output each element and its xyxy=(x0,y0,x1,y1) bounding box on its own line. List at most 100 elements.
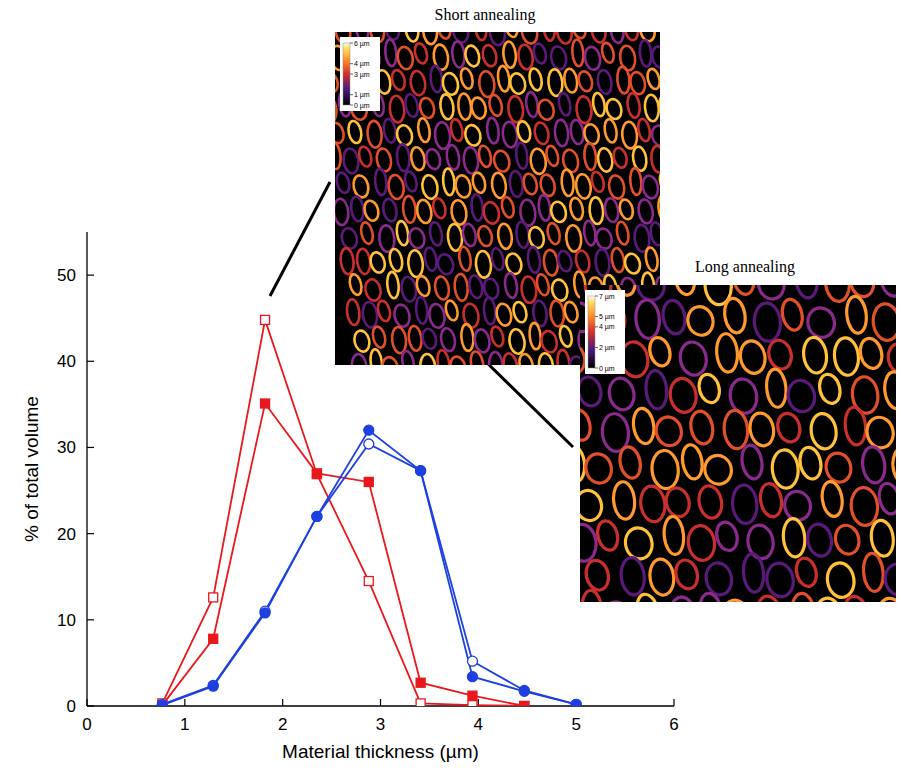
inset-cell xyxy=(753,302,782,342)
inset-cell xyxy=(388,248,404,272)
inset-cell xyxy=(556,250,573,273)
inset-cell xyxy=(468,274,485,299)
data-point xyxy=(416,678,425,687)
inset-cell xyxy=(662,516,685,556)
inset-cell xyxy=(436,349,451,365)
y-tick-label: 40 xyxy=(57,352,76,371)
inset-cell xyxy=(502,352,519,365)
inset-cell xyxy=(486,117,500,144)
data-point xyxy=(260,608,270,618)
data-point xyxy=(364,425,374,435)
inset-cell xyxy=(433,275,450,300)
inset-cell xyxy=(580,408,593,442)
inset-cell xyxy=(864,415,896,451)
inset-cell xyxy=(448,355,467,365)
inset-cell xyxy=(352,174,371,199)
inset-cell xyxy=(649,221,660,246)
colorbar-label: 0 µm xyxy=(354,102,370,110)
inset-cell xyxy=(891,446,896,485)
inset-cell xyxy=(740,444,765,481)
inset-cell xyxy=(459,67,475,90)
inset-cell xyxy=(542,32,556,41)
inset-cell xyxy=(357,145,373,168)
inset-cell xyxy=(504,272,519,298)
inset-cell xyxy=(335,198,349,226)
inset-cell xyxy=(470,194,483,221)
inset-cell xyxy=(436,32,452,40)
inset-cell xyxy=(342,148,360,175)
inset-cell xyxy=(429,65,443,93)
inset-cell xyxy=(604,97,623,120)
inset-cell xyxy=(396,46,415,71)
inset-cell xyxy=(845,295,868,334)
inset-cell xyxy=(785,378,817,414)
inset-cell xyxy=(382,118,397,143)
inset-cell xyxy=(445,144,460,170)
colorbar-label: 4 µm xyxy=(599,323,615,331)
inset-cell xyxy=(574,249,591,273)
colorbar-label: 7 µm xyxy=(599,293,615,301)
inset-cell xyxy=(474,32,488,41)
inset-cell xyxy=(442,168,455,196)
data-point xyxy=(520,702,529,707)
inset-cell xyxy=(501,121,518,148)
inset-cell xyxy=(421,174,440,200)
inset-cell xyxy=(871,302,896,341)
inset-cell xyxy=(703,561,734,598)
series-line xyxy=(162,404,524,706)
inset-cell xyxy=(504,32,520,38)
inset-cell xyxy=(508,72,527,96)
inset-cell xyxy=(390,69,407,92)
inset-cell xyxy=(747,411,776,448)
inset-cell xyxy=(686,524,717,562)
data-point xyxy=(208,680,218,690)
y-axis-title: % of total volume xyxy=(21,396,42,542)
inset-cell xyxy=(809,412,839,451)
inset-cell xyxy=(495,302,513,327)
inset-cell xyxy=(407,325,423,351)
inset-cell xyxy=(580,523,598,563)
inset-title: Long annealing xyxy=(695,258,795,276)
inset-cell xyxy=(678,340,709,377)
inset-cell xyxy=(702,452,735,487)
data-point xyxy=(468,691,477,700)
inset-cell xyxy=(395,220,410,246)
inset-cell xyxy=(359,221,374,245)
inset-cell xyxy=(386,271,400,298)
colorbar-label: 1 µm xyxy=(354,91,370,99)
inset-cell xyxy=(539,173,557,197)
y-tick-label: 10 xyxy=(57,611,76,630)
y-tick-label: 20 xyxy=(57,525,76,544)
inset-cell xyxy=(533,121,551,145)
y-tick xyxy=(87,533,94,534)
inset-network xyxy=(580,285,896,602)
inset-cell xyxy=(583,143,597,171)
colorbar xyxy=(343,43,350,105)
inset-cell xyxy=(638,485,667,524)
colorbar-tick xyxy=(595,347,598,348)
inset-cell xyxy=(469,351,485,365)
inset-cell xyxy=(663,485,692,519)
inset-cell xyxy=(577,70,595,93)
data-point xyxy=(520,702,529,707)
y-tick-label: 30 xyxy=(57,438,76,457)
inset-cell xyxy=(723,409,750,449)
inset-cell xyxy=(618,198,635,221)
inset-cell xyxy=(596,147,614,173)
inset-cell xyxy=(369,251,387,274)
colorbar-box xyxy=(340,37,380,111)
inset-cell xyxy=(458,246,473,272)
y-tick xyxy=(87,705,94,706)
inset-cell xyxy=(415,297,428,325)
inset-cell xyxy=(511,301,528,324)
inset-cell xyxy=(568,197,584,221)
colorbar-label: 0 µm xyxy=(599,365,615,373)
inset-cell xyxy=(392,303,411,328)
data-point xyxy=(209,593,218,602)
inset-cell xyxy=(771,449,800,489)
inset-cell xyxy=(391,326,407,354)
inset-cell xyxy=(629,168,642,196)
data-point xyxy=(157,700,167,706)
inset-cell xyxy=(528,322,541,349)
inset-background xyxy=(580,285,896,602)
